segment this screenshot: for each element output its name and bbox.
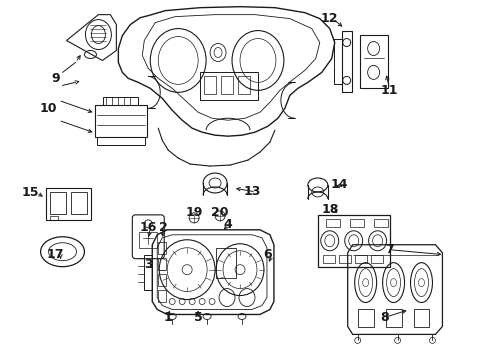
Bar: [49, 192, 65, 214]
Bar: [45, 188, 91, 220]
Bar: [413, 310, 428, 328]
Bar: [158, 242, 166, 254]
Text: 14: 14: [330, 179, 348, 192]
Bar: [71, 192, 87, 214]
Bar: [373, 219, 387, 227]
Bar: [103, 97, 138, 105]
Bar: [322, 255, 334, 263]
Bar: [359, 35, 387, 88]
Bar: [370, 255, 382, 263]
Text: 5: 5: [193, 311, 202, 324]
Text: 4: 4: [223, 218, 232, 231]
Text: 2: 2: [159, 221, 167, 234]
Bar: [325, 219, 339, 227]
Text: 15: 15: [22, 186, 39, 199]
Text: 3: 3: [143, 258, 152, 271]
Text: 9: 9: [51, 72, 60, 85]
Bar: [144, 255, 152, 289]
Bar: [139, 232, 157, 248]
Text: 11: 11: [380, 84, 398, 97]
Text: 17: 17: [47, 248, 64, 261]
Bar: [95, 105, 147, 137]
Bar: [338, 255, 350, 263]
Text: 18: 18: [321, 203, 338, 216]
Text: 8: 8: [380, 311, 388, 324]
Bar: [385, 310, 401, 328]
Bar: [158, 258, 166, 270]
Text: 16: 16: [139, 221, 157, 234]
Text: 7: 7: [385, 243, 393, 256]
Bar: [221, 76, 233, 94]
Bar: [97, 137, 145, 145]
Bar: [158, 289, 166, 302]
Bar: [158, 274, 166, 285]
Bar: [357, 310, 373, 328]
Text: 13: 13: [243, 185, 260, 198]
Bar: [216, 248, 236, 278]
Text: 12: 12: [320, 12, 338, 25]
Bar: [200, 72, 258, 100]
Bar: [317, 215, 389, 267]
Text: 6: 6: [263, 248, 272, 261]
Bar: [49, 216, 58, 220]
Text: 19: 19: [185, 206, 203, 219]
Text: 10: 10: [40, 102, 57, 115]
Bar: [349, 219, 363, 227]
Bar: [203, 76, 216, 94]
Bar: [354, 255, 366, 263]
Bar: [238, 76, 249, 94]
Text: 1: 1: [163, 311, 172, 324]
Text: 20: 20: [211, 206, 228, 219]
